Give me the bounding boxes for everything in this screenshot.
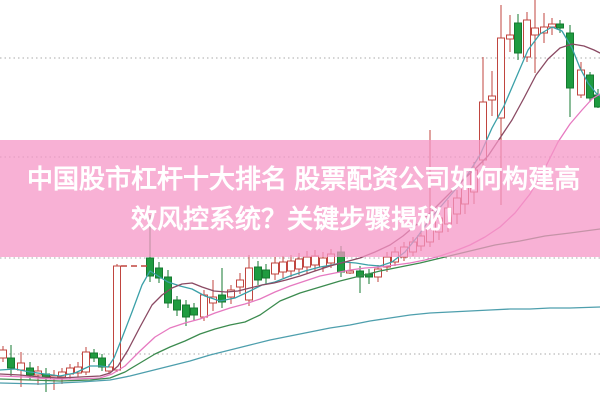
up-candle xyxy=(311,255,319,266)
ma-slow-teal-line xyxy=(0,306,600,385)
up-candle xyxy=(82,351,90,373)
up-candle xyxy=(488,95,496,101)
down-candle xyxy=(90,352,98,359)
up-candle xyxy=(523,19,531,58)
down-candle xyxy=(254,266,262,281)
down-candle xyxy=(173,299,181,311)
down-candle xyxy=(98,357,106,368)
up-candle xyxy=(374,268,382,278)
down-candle xyxy=(556,23,564,29)
up-candle xyxy=(245,267,253,301)
headline-line-2: 效风控系统？关键步骤揭秘！ xyxy=(130,204,469,234)
down-candle xyxy=(164,276,172,304)
down-candle xyxy=(146,257,154,277)
down-candle xyxy=(7,357,15,369)
down-candle xyxy=(356,270,364,278)
headline-line-1: 中国股市杠杆十大排名 股票配资公司如何构建高 xyxy=(27,164,581,194)
down-candle xyxy=(190,307,198,316)
up-candle xyxy=(346,270,354,274)
ma-maroon-line xyxy=(0,43,600,379)
up-candle xyxy=(287,260,295,272)
up-candle xyxy=(227,289,235,298)
down-candle xyxy=(514,22,522,54)
up-candle xyxy=(303,256,311,268)
ma-fast-cyan-line xyxy=(0,26,600,377)
down-candle xyxy=(566,32,574,89)
down-candle xyxy=(262,269,270,279)
up-candle xyxy=(17,362,25,371)
up-candle xyxy=(200,294,208,318)
up-candle xyxy=(279,261,287,273)
up-candle xyxy=(105,366,113,372)
headline-banner: 中国股市杠杆十大排名 股票配资公司如何构建高 效风控系统？关键步骤揭秘！ xyxy=(0,140,600,257)
up-candle xyxy=(113,265,121,371)
up-candle xyxy=(506,34,514,40)
down-candle xyxy=(155,267,163,279)
up-candle xyxy=(497,37,505,119)
down-candle xyxy=(218,294,226,303)
up-candle xyxy=(295,258,303,270)
up-candle xyxy=(531,27,539,36)
up-candle xyxy=(271,262,279,275)
up-candle xyxy=(236,279,244,288)
down-candle xyxy=(182,304,190,318)
up-candle xyxy=(0,349,7,359)
